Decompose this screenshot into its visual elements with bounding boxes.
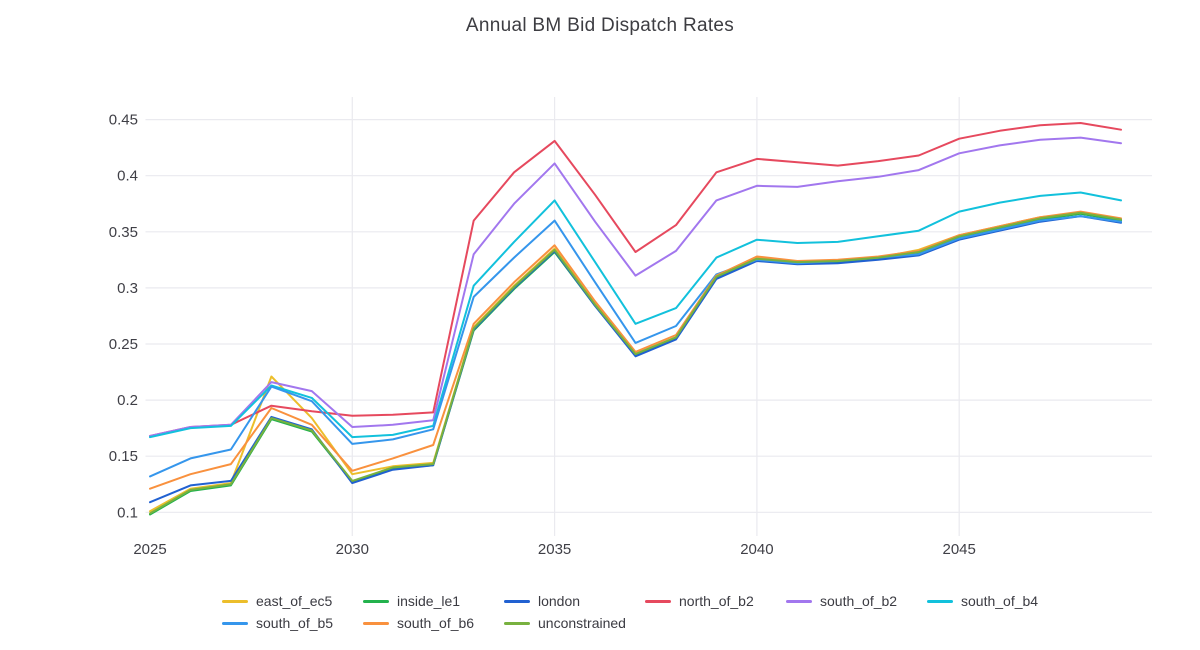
legend-item-east_of_ec5[interactable]: east_of_ec5 [222,590,363,612]
legend-swatch [927,599,953,603]
legend-item-south_of_b4[interactable]: south_of_b4 [927,590,1068,612]
legend-item-south_of_b5[interactable]: south_of_b5 [222,612,363,634]
series-line-south_of_b5 [149,215,1122,478]
legend-swatch [363,621,389,625]
y-tick-label: 0.45 [109,112,138,129]
legend-item-south_of_b2[interactable]: south_of_b2 [786,590,927,612]
y-tick-label: 0.35 [109,224,138,241]
y-tick-label: 0.15 [109,448,138,465]
series-line-south_of_b4 [149,191,1122,439]
legend-label: south_of_b4 [961,593,1039,609]
series-line-inside_le1 [149,212,1122,516]
legend-swatch [504,621,530,625]
chart-canvas: 0.1 0.15 0.2 0.25 0.3 0.35 0.4 0.45 2025 2030 2035… [109,97,1152,558]
legend-swatch [222,599,248,603]
series-line-north_of_b2 [149,122,1122,437]
legend-item-unconstrained[interactable]: unconstrained [504,612,645,634]
legend-item-north_of_b2[interactable]: north_of_b2 [645,590,786,612]
legend-swatch [504,599,530,603]
legend-label: south_of_b6 [397,615,475,631]
x-tick-label: 2040 [740,541,773,558]
y-tick-label: 0.4 [117,168,138,185]
chart-legend: east_of_ec5 inside_le1 london north_of_b… [222,590,1068,634]
x-tick-label: 2045 [943,541,976,558]
y-tick-label: 0.2 [117,392,138,409]
legend-swatch [645,599,671,603]
legend-label: inside_le1 [397,593,461,609]
chart-title: Annual BM Bid Dispatch Rates [465,15,735,36]
series-line-south_of_b6 [149,210,1122,490]
legend-swatch [786,599,812,603]
series-line-london [149,215,1122,504]
y-tick-label: 0.25 [109,336,138,353]
legend-label: unconstrained [538,615,626,631]
series-line-east_of_ec5 [149,211,1122,513]
legend-item-london[interactable]: london [504,590,645,612]
legend-swatch [363,599,389,603]
legend-label: south_of_b5 [256,615,334,631]
y-tick-label: 0.3 [117,280,138,297]
legend-label: north_of_b2 [679,593,754,609]
x-tick-label: 2030 [336,541,369,558]
legend-label: east_of_ec5 [256,593,333,609]
y-tick-label: 0.1 [117,504,138,521]
series-line-south_of_b2 [149,136,1122,437]
legend-label: london [538,593,581,609]
legend-item-inside_le1[interactable]: inside_le1 [363,590,504,612]
legend-swatch [222,621,248,625]
legend-item-south_of_b6[interactable]: south_of_b6 [363,612,504,634]
legend-label: south_of_b2 [820,593,898,609]
x-tick-label: 2035 [538,541,571,558]
series-line-unconstrained [149,211,1122,515]
x-tick-label: 2025 [133,541,166,558]
